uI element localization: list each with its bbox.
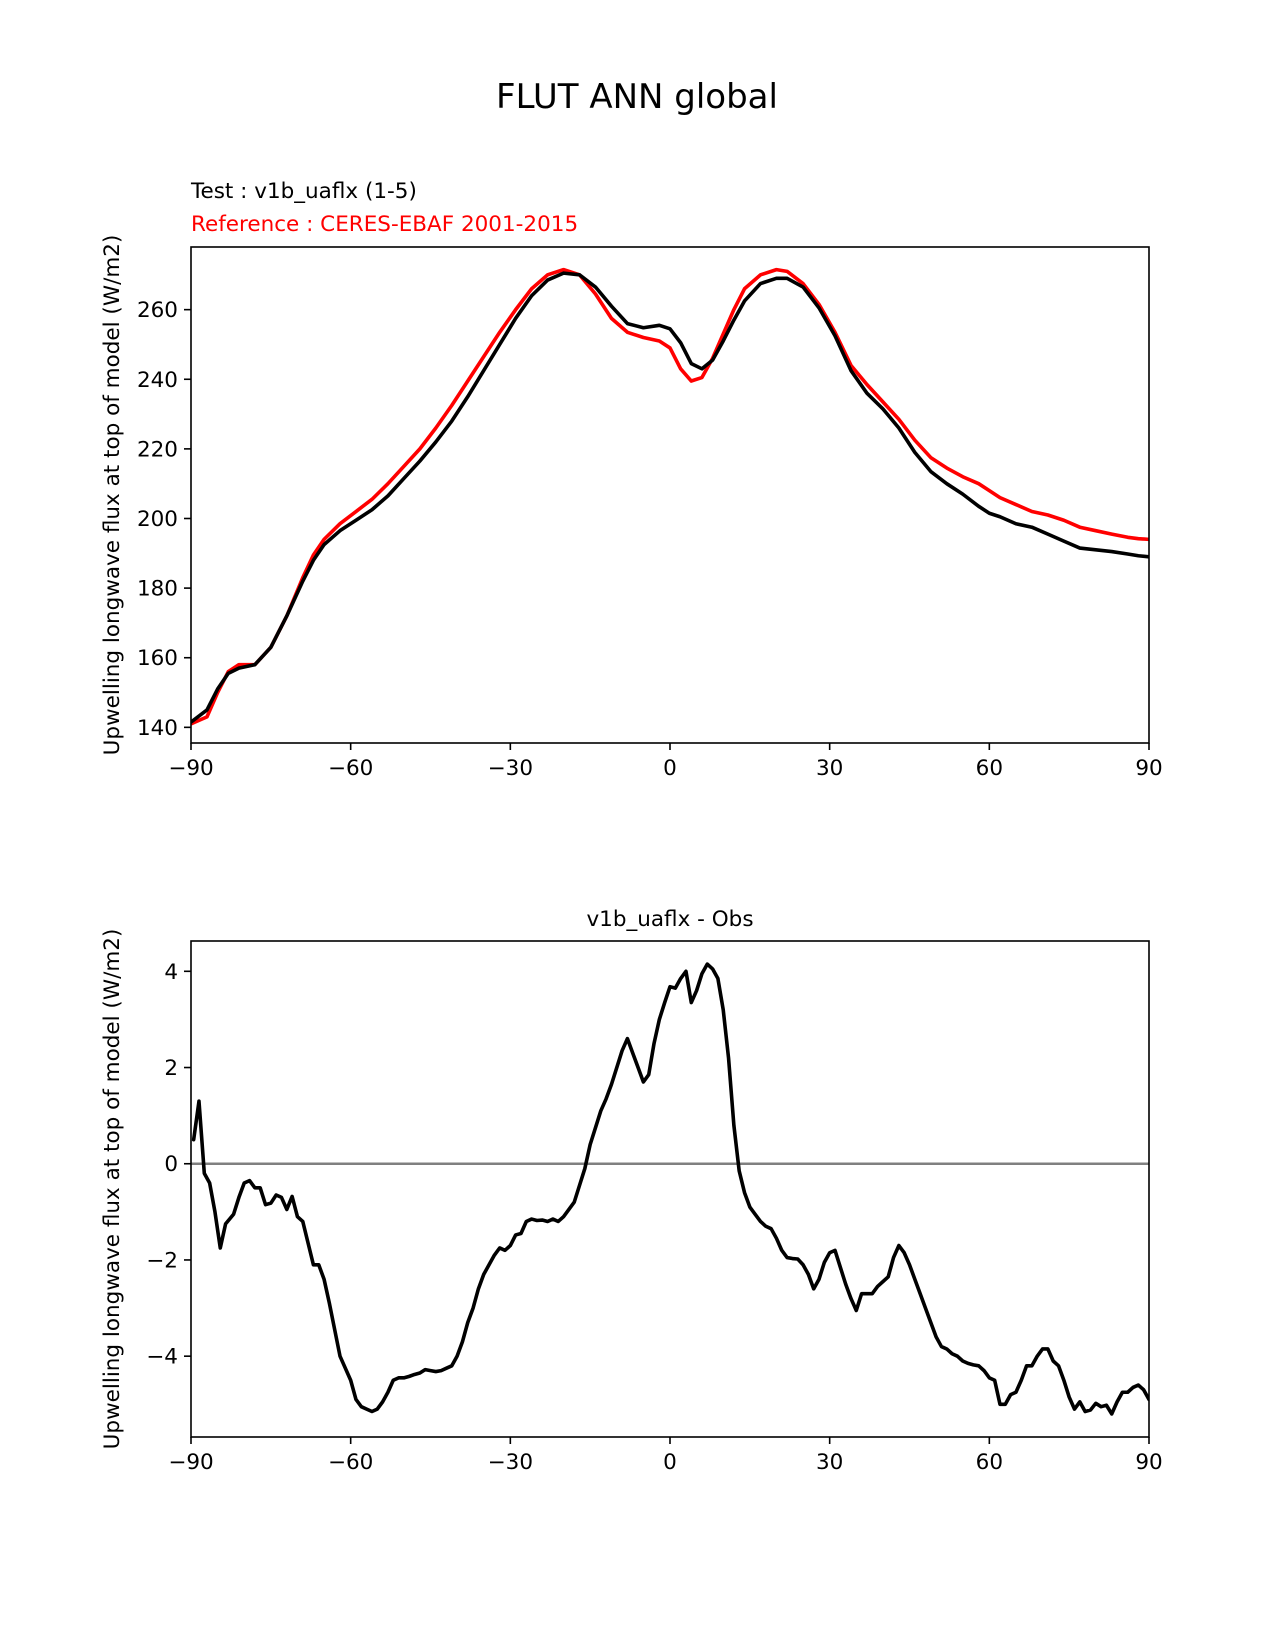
x-tick-label: 30: [816, 756, 843, 781]
x-tick-label: 90: [1135, 1450, 1162, 1475]
y-tick-label: 260: [137, 298, 178, 323]
test-series-line: [191, 271, 1149, 724]
x-tick-label: 60: [976, 756, 1003, 781]
x-tick-label: 60: [976, 1450, 1003, 1475]
axes-frame: [190, 940, 1150, 1438]
test-annotation: Test : v1b_uaflx (1-5): [190, 179, 417, 204]
reference-series-line: [191, 267, 1149, 726]
difference-series-line: [191, 962, 1149, 1416]
x-tick-label: −30: [488, 756, 533, 781]
y-tick-label: 160: [137, 646, 178, 671]
x-tick-label: −60: [328, 756, 373, 781]
y-tick-label: 220: [137, 437, 178, 462]
y-tick-label: −2: [146, 1248, 178, 1273]
reference-annotation: Reference : CERES-EBAF 2001-2015: [191, 212, 578, 237]
x-tick-label: 0: [663, 1450, 677, 1475]
x-tick-label: −30: [488, 1450, 533, 1475]
axes-frame: [190, 246, 1150, 744]
x-tick-label: 90: [1135, 756, 1162, 781]
y-tick-label: −4: [146, 1345, 178, 1370]
x-tick-label: 0: [663, 756, 677, 781]
figure-title: FLUT ANN global: [496, 77, 778, 117]
bottom-line-chart: −90 −60 −30 0 30 60 90 −4 −2 0 2 4 Upwelling longwav…: [100, 929, 1163, 1475]
y-tick-label: 200: [137, 507, 178, 532]
y-axis-label: Upwelling longwave flux at top of model …: [100, 929, 125, 1450]
x-tick-label: −90: [168, 756, 213, 781]
y-tick-label: 240: [137, 368, 178, 393]
y-axis-label: Upwelling longwave flux at top of model …: [100, 235, 125, 756]
y-tick-label: 2: [164, 1056, 178, 1081]
y-tick-label: 0: [164, 1152, 178, 1177]
y-tick-label: 180: [137, 577, 178, 602]
x-tick-label: −90: [168, 1450, 213, 1475]
x-tick-label: 30: [816, 1450, 843, 1475]
y-tick-label: 4: [164, 960, 178, 985]
y-tick-label: 140: [137, 716, 178, 741]
top-line-chart: −90 −60 −30 0 30 60 90 140 160 180 200 220 240 260 Upw…: [100, 235, 1163, 781]
bottom-chart-title: v1b_uaflx - Obs: [586, 907, 753, 932]
x-tick-label: −60: [328, 1450, 373, 1475]
